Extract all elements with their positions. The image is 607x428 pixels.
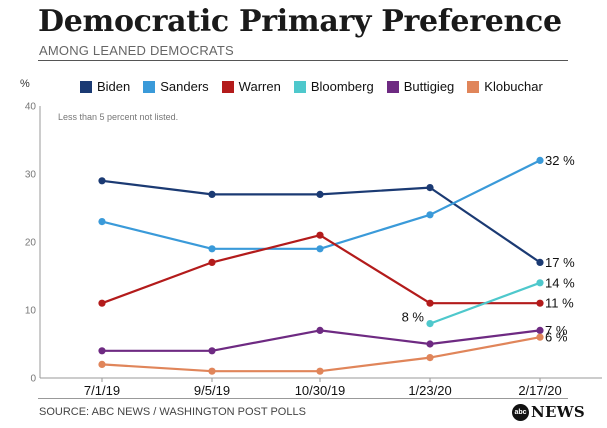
legend-label-klobuchar: Klobuchar — [484, 79, 543, 94]
end-label-warren: 11 % — [545, 296, 574, 311]
legend-label-buttigieg: Buttigieg — [403, 79, 455, 94]
y-tick-label: 10 — [25, 306, 37, 317]
series-line-bloomberg — [429, 281, 541, 325]
chart-note: Less than 5 percent not listed. — [58, 112, 178, 122]
legend-label-bloomberg: Bloomberg — [310, 79, 374, 94]
legend-label-warren: Warren — [238, 79, 281, 94]
legend-label-biden: Biden — [97, 79, 131, 94]
data-point-biden — [208, 190, 216, 198]
data-point-klobuchar — [536, 333, 544, 341]
data-point-sanders — [426, 211, 434, 219]
legend-item-warren: Warren — [221, 79, 281, 94]
chart-title: Democratic Primary Preference — [38, 4, 562, 39]
series-line-klobuchar — [101, 336, 541, 373]
y-tick-label: 0 — [30, 374, 36, 385]
abc-logo-mark: abc — [512, 403, 529, 421]
x-tick-label: 10/30/19 — [295, 383, 346, 398]
data-point-bloomberg — [426, 320, 434, 328]
data-point-sanders — [208, 245, 216, 253]
legend-item-bloomberg: Bloomberg — [293, 79, 374, 94]
data-point-warren — [208, 258, 216, 266]
end-label-klobuchar: 6 % — [545, 330, 568, 345]
y-tick-label: 30 — [25, 170, 37, 181]
x-tick-label: 1/23/20 — [408, 383, 451, 398]
legend-swatch-warren — [221, 80, 234, 93]
legend-swatch-klobuchar — [467, 80, 480, 93]
start-label-bloomberg: 8 % — [402, 310, 425, 325]
legend-swatch-buttigieg — [386, 80, 399, 93]
data-point-bloomberg — [536, 279, 544, 287]
abc-logo-text: NEWS — [531, 403, 586, 421]
end-label-buttigieg: 7 % — [545, 323, 568, 338]
data-point-sanders — [536, 156, 544, 164]
data-point-biden — [536, 258, 544, 266]
legend-swatch-bloomberg — [293, 80, 306, 93]
y-tick-label: 20 — [25, 238, 37, 249]
data-point-biden — [316, 190, 324, 198]
legend-item-buttigieg: Buttigieg — [386, 79, 455, 94]
end-label-bloomberg: 14 % — [545, 275, 575, 290]
legend-swatch-biden — [80, 80, 92, 93]
y-tick-label: 40 — [25, 102, 37, 113]
data-point-sanders — [98, 218, 106, 226]
data-point-warren — [536, 299, 544, 307]
legend-item-biden: Biden — [80, 79, 130, 94]
data-point-biden — [426, 184, 434, 192]
data-point-buttigieg — [98, 347, 106, 355]
line-chart: 0 10 20 30 40 7/1/19 9/5/19 10/30/19 1/23/20 2/17… — [25, 102, 602, 398]
chart-subtitle: AMONG LEANED DEMOCRATS — [39, 43, 234, 58]
title-divider — [38, 60, 568, 61]
data-point-buttigieg — [536, 326, 544, 334]
legend-swatch-sanders — [143, 80, 156, 93]
footer-divider — [38, 398, 568, 399]
end-label-sanders: 32 % — [545, 153, 575, 168]
source-note: SOURCE: ABC NEWS / WASHINGTON POST POLLS — [39, 406, 306, 418]
x-tick-label: 7/1/19 — [84, 383, 120, 398]
x-tick-label: 2/17/20 — [518, 383, 561, 398]
data-point-sanders — [316, 245, 324, 253]
data-point-biden — [98, 177, 106, 185]
abc-news-logo: abc NEWS — [512, 403, 585, 421]
data-point-klobuchar — [208, 367, 216, 375]
chart-legend: Biden Sanders Warren Bloomberg Buttigieg Klob… — [80, 79, 556, 94]
x-tick-label: 9/5/19 — [194, 383, 230, 398]
legend-item-sanders: Sanders — [143, 79, 209, 94]
end-label-biden: 17 % — [545, 255, 575, 270]
data-point-buttigieg — [208, 347, 216, 355]
legend-item-klobuchar: Klobuchar — [467, 79, 543, 94]
data-point-klobuchar — [316, 367, 324, 375]
data-point-klobuchar — [426, 354, 434, 362]
data-point-klobuchar — [98, 360, 106, 368]
data-point-warren — [426, 299, 434, 307]
data-point-warren — [316, 231, 324, 239]
legend-label-sanders: Sanders — [160, 79, 209, 94]
data-point-warren — [98, 299, 106, 307]
data-point-buttigieg — [316, 326, 324, 334]
data-point-buttigieg — [426, 340, 434, 348]
y-unit-label: % — [20, 78, 30, 90]
